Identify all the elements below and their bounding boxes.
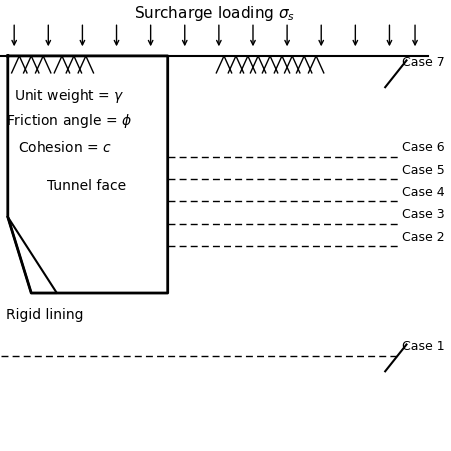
Text: Cohesion = $c$: Cohesion = $c$ [18,140,112,155]
Text: Case 4: Case 4 [402,186,445,199]
Text: Unit weight = $\gamma$: Unit weight = $\gamma$ [14,87,125,105]
Text: Case 2: Case 2 [402,231,445,244]
Text: Case 7: Case 7 [402,56,445,69]
Text: Case 3: Case 3 [402,208,445,221]
Text: Case 5: Case 5 [402,164,445,177]
Text: Surcharge loading $\sigma_s$: Surcharge loading $\sigma_s$ [134,4,295,23]
Text: Tunnel face: Tunnel face [47,179,126,193]
Text: Friction angle = $\phi$: Friction angle = $\phi$ [6,112,131,130]
Text: Rigid lining: Rigid lining [6,308,83,322]
Text: Case 6: Case 6 [402,141,445,154]
Text: Case 1: Case 1 [402,341,445,354]
